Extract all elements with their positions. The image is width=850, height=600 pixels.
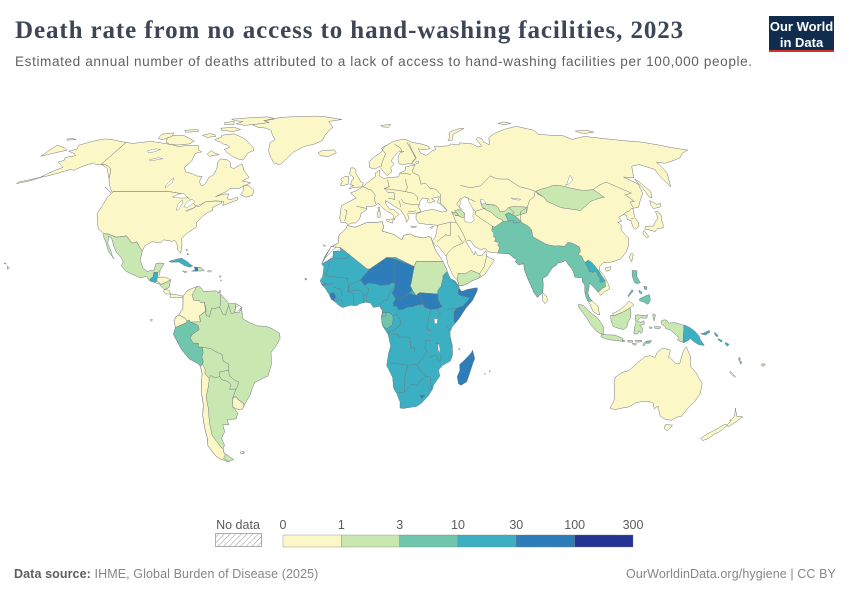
- svg-text:300: 300: [623, 518, 644, 532]
- svg-text:0: 0: [280, 518, 287, 532]
- svg-text:30: 30: [509, 518, 523, 532]
- svg-text:No data: No data: [216, 518, 260, 532]
- svg-text:100: 100: [564, 518, 585, 532]
- svg-text:3: 3: [396, 518, 403, 532]
- svg-text:1: 1: [338, 518, 345, 532]
- svg-text:10: 10: [451, 518, 465, 532]
